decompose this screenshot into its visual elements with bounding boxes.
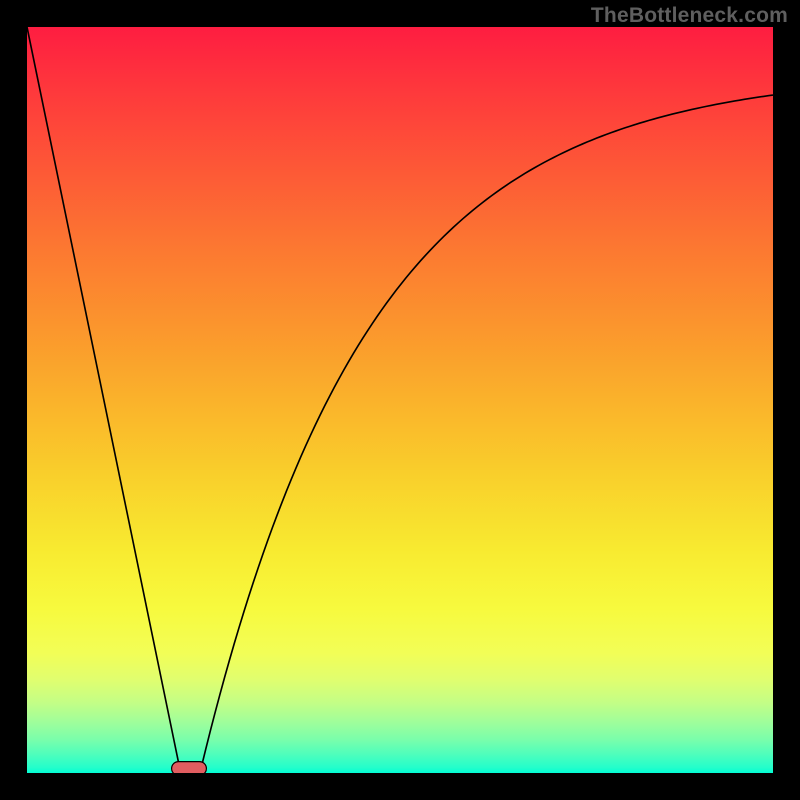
plot-area <box>27 27 773 773</box>
bottleneck-curve <box>27 27 773 773</box>
attribution-text: TheBottleneck.com <box>591 4 788 28</box>
chart-container: TheBottleneck.com <box>0 0 800 800</box>
minimum-marker <box>171 761 207 773</box>
